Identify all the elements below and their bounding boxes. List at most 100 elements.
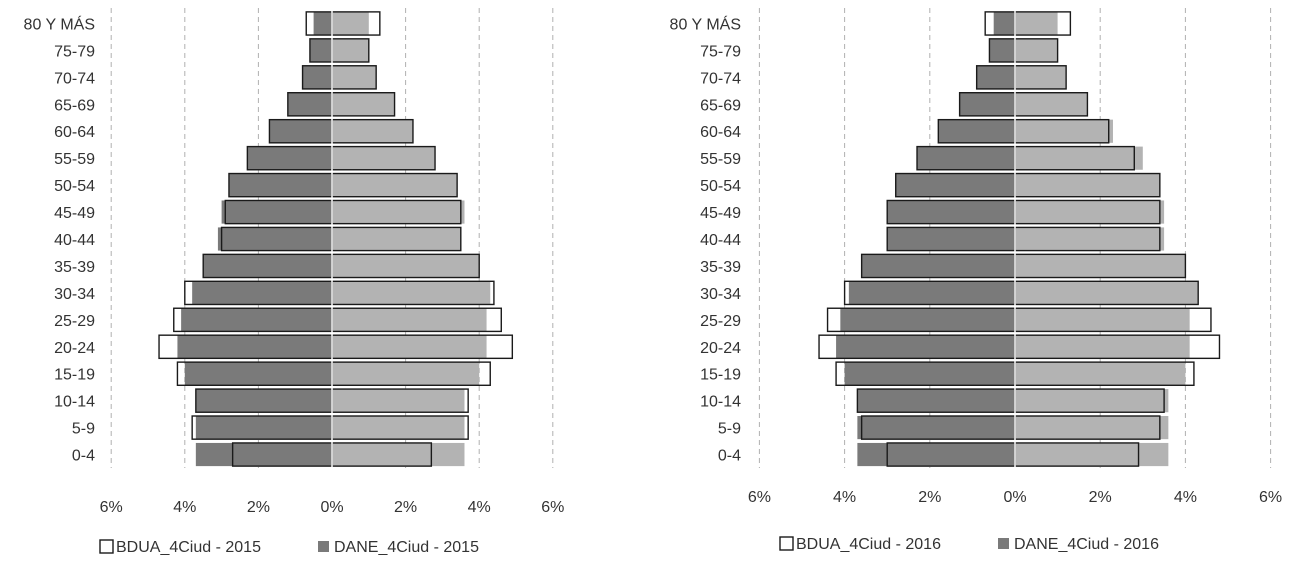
- bar-filled-right: [332, 227, 461, 251]
- bar-filled-right: [1015, 200, 1165, 224]
- bar-filled-right: [332, 200, 465, 224]
- legend-label: BDUA_4Ciud - 2016: [796, 536, 941, 553]
- x-tick-label: 2%: [1089, 489, 1112, 506]
- category-label: 55-59: [700, 151, 741, 168]
- x-tick-label: 4%: [833, 489, 856, 506]
- bar-filled-right: [332, 173, 458, 197]
- category-label: 25-29: [54, 313, 95, 330]
- bar-filled-left: [857, 416, 1015, 440]
- category-label: 35-39: [700, 259, 741, 276]
- category-label: 25-29: [700, 313, 741, 330]
- bar-filled-right: [1015, 65, 1067, 89]
- category-label: 45-49: [700, 205, 741, 222]
- category-label: 60-64: [54, 124, 95, 141]
- category-label: 50-54: [700, 178, 741, 195]
- category-label: 30-34: [700, 286, 741, 303]
- bar-filled-left: [976, 65, 1015, 89]
- bar-filled-left: [217, 227, 332, 251]
- category-label: 65-69: [700, 97, 741, 114]
- bar-filled-right: [1015, 11, 1058, 36]
- bar-filled-left: [221, 200, 332, 224]
- bar-filled-right: [1015, 119, 1113, 143]
- bar-filled-left: [917, 146, 1015, 170]
- category-label: 65-69: [54, 97, 95, 114]
- category-label: 60-64: [700, 124, 741, 141]
- category-label: 40-44: [700, 232, 741, 249]
- category-label: 55-59: [54, 151, 95, 168]
- bar-filled-right: [1015, 416, 1169, 440]
- bar-filled-left: [203, 254, 332, 278]
- bar-filled-left: [861, 254, 1015, 278]
- x-tick-label: 6%: [100, 499, 123, 516]
- category-label: 70-74: [700, 70, 741, 87]
- category-label: 75-79: [700, 43, 741, 60]
- category-label: 0-4: [72, 448, 95, 465]
- x-tick-label: 0%: [1003, 489, 1026, 506]
- bar-filled-right: [1015, 335, 1190, 359]
- bar-filled-right: [332, 308, 487, 332]
- bar-filled-right: [1015, 173, 1160, 197]
- x-tick-label: 2%: [394, 499, 417, 516]
- bar-filled-right: [332, 416, 465, 440]
- bar-filled-right: [1015, 92, 1088, 116]
- x-tick-label: 4%: [468, 499, 491, 516]
- x-tick-label: 6%: [748, 489, 771, 506]
- category-label: 15-19: [54, 367, 95, 384]
- bar-filled-left: [302, 65, 332, 89]
- x-tick-label: 0%: [320, 499, 343, 516]
- bar-filled-right: [332, 65, 377, 89]
- legend-swatch-outline: [99, 539, 114, 554]
- bar-filled-right: [1015, 442, 1169, 467]
- category-label: 50-54: [54, 178, 95, 195]
- bar-filled-left: [857, 442, 1015, 467]
- bar-filled-left: [195, 416, 332, 440]
- bar-filled-right: [1015, 308, 1190, 332]
- bar-filled-left: [309, 38, 332, 62]
- bar-filled-right: [332, 92, 395, 116]
- bar-filled-right: [1015, 389, 1169, 413]
- x-tick-label: 4%: [173, 499, 196, 516]
- category-label: 35-39: [54, 259, 95, 276]
- category-label: 45-49: [54, 205, 95, 222]
- bar-filled-right: [332, 389, 465, 413]
- x-tick-label: 2%: [918, 489, 941, 506]
- legend-label: DANE_4Ciud - 2016: [1014, 536, 1159, 553]
- bar-filled-left: [993, 11, 1015, 36]
- bar-filled-right: [332, 11, 369, 36]
- chart-2: 80 Y MÁS 75-79 70-74 65-69 60-64 55-59 50-54 45…: [670, 8, 1282, 553]
- bar-filled-right: [332, 362, 480, 386]
- bar-filled-left: [313, 11, 332, 36]
- bar-filled-left: [887, 227, 1015, 251]
- legend-swatch-outline: [779, 536, 794, 551]
- bar-filled-left: [181, 308, 332, 332]
- category-label: 80 Y MÁS: [670, 14, 741, 33]
- x-tick-label: 6%: [541, 499, 564, 516]
- bar-filled-left: [895, 173, 1015, 197]
- bar-filled-right: [1015, 227, 1165, 251]
- bar-filled-left: [228, 173, 332, 197]
- chart-1: 80 Y MÁS 75-79 70-74 65-69 60-64 55-59 50-54 45…: [24, 8, 564, 556]
- category-label: 70-74: [54, 70, 95, 87]
- bar-filled-right: [332, 254, 480, 278]
- bar-filled-left: [195, 389, 332, 413]
- bar-filled-right: [332, 281, 491, 305]
- bar-filled-left: [247, 146, 332, 170]
- bar-filled-left: [195, 442, 332, 467]
- bar-filled-right: [1015, 281, 1199, 305]
- category-label: 5-9: [72, 421, 95, 438]
- legend-label: DANE_4Ciud - 2015: [334, 539, 479, 556]
- bar-filled-left: [287, 92, 332, 116]
- bar-filled-left: [269, 119, 332, 143]
- category-label: 40-44: [54, 232, 95, 249]
- bar-filled-right: [1015, 254, 1186, 278]
- bar-filled-left: [184, 362, 332, 386]
- category-label: 0-4: [718, 448, 741, 465]
- bar-filled-right: [332, 38, 369, 62]
- bar-filled-right: [332, 335, 487, 359]
- bar-filled-left: [887, 200, 1015, 224]
- bar-filled-left: [836, 335, 1015, 359]
- category-label: 10-14: [54, 394, 95, 411]
- bar-filled-right: [332, 119, 413, 143]
